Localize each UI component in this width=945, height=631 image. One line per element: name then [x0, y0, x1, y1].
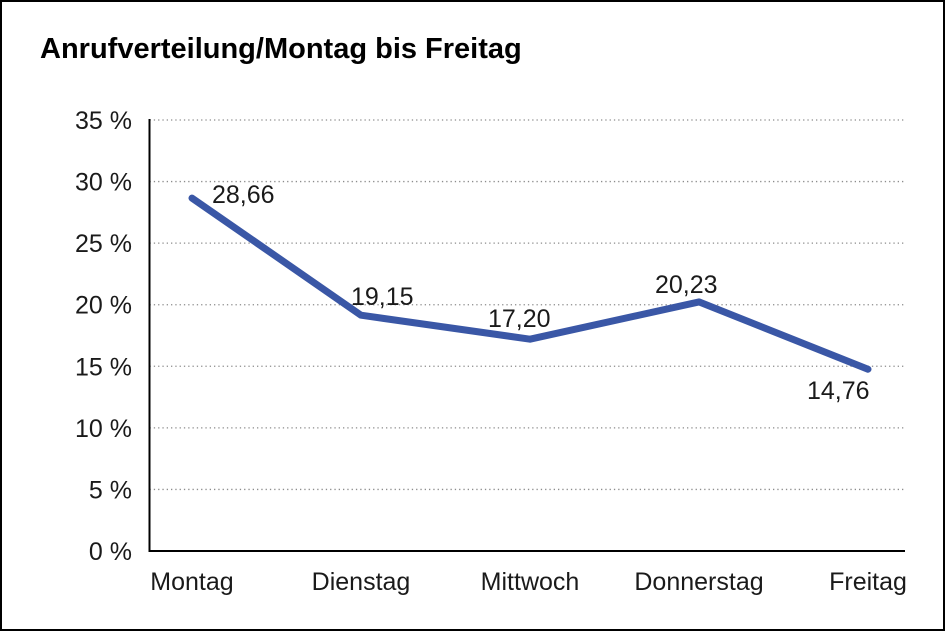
y-tick-label: 15 %	[75, 353, 132, 381]
y-tick-label: 25 %	[75, 230, 132, 258]
y-tick-label: 10 %	[75, 415, 132, 443]
chart-title: Anrufverteilung/Montag bis Freitag	[40, 33, 522, 65]
y-tick-label: 35 %	[75, 107, 132, 135]
y-tick-label: 30 %	[75, 169, 132, 197]
x-category-label: Mittwoch	[481, 568, 580, 596]
x-category-label: Donnerstag	[634, 568, 763, 596]
data-point-label: 19,15	[351, 283, 414, 311]
y-tick-label: 20 %	[75, 292, 132, 320]
data-point-label: 28,66	[212, 181, 275, 209]
x-category-label: Dienstag	[312, 568, 411, 596]
y-tick-label: 5 %	[89, 476, 132, 504]
data-point-label: 14,76	[807, 377, 870, 405]
x-category-label: Freitag	[829, 568, 907, 596]
data-point-label: 20,23	[655, 271, 718, 299]
x-category-label: Montag	[150, 568, 233, 596]
data-series-line	[188, 194, 872, 373]
y-tick-label: 0 %	[89, 538, 132, 566]
data-point-label: 17,20	[488, 305, 551, 333]
